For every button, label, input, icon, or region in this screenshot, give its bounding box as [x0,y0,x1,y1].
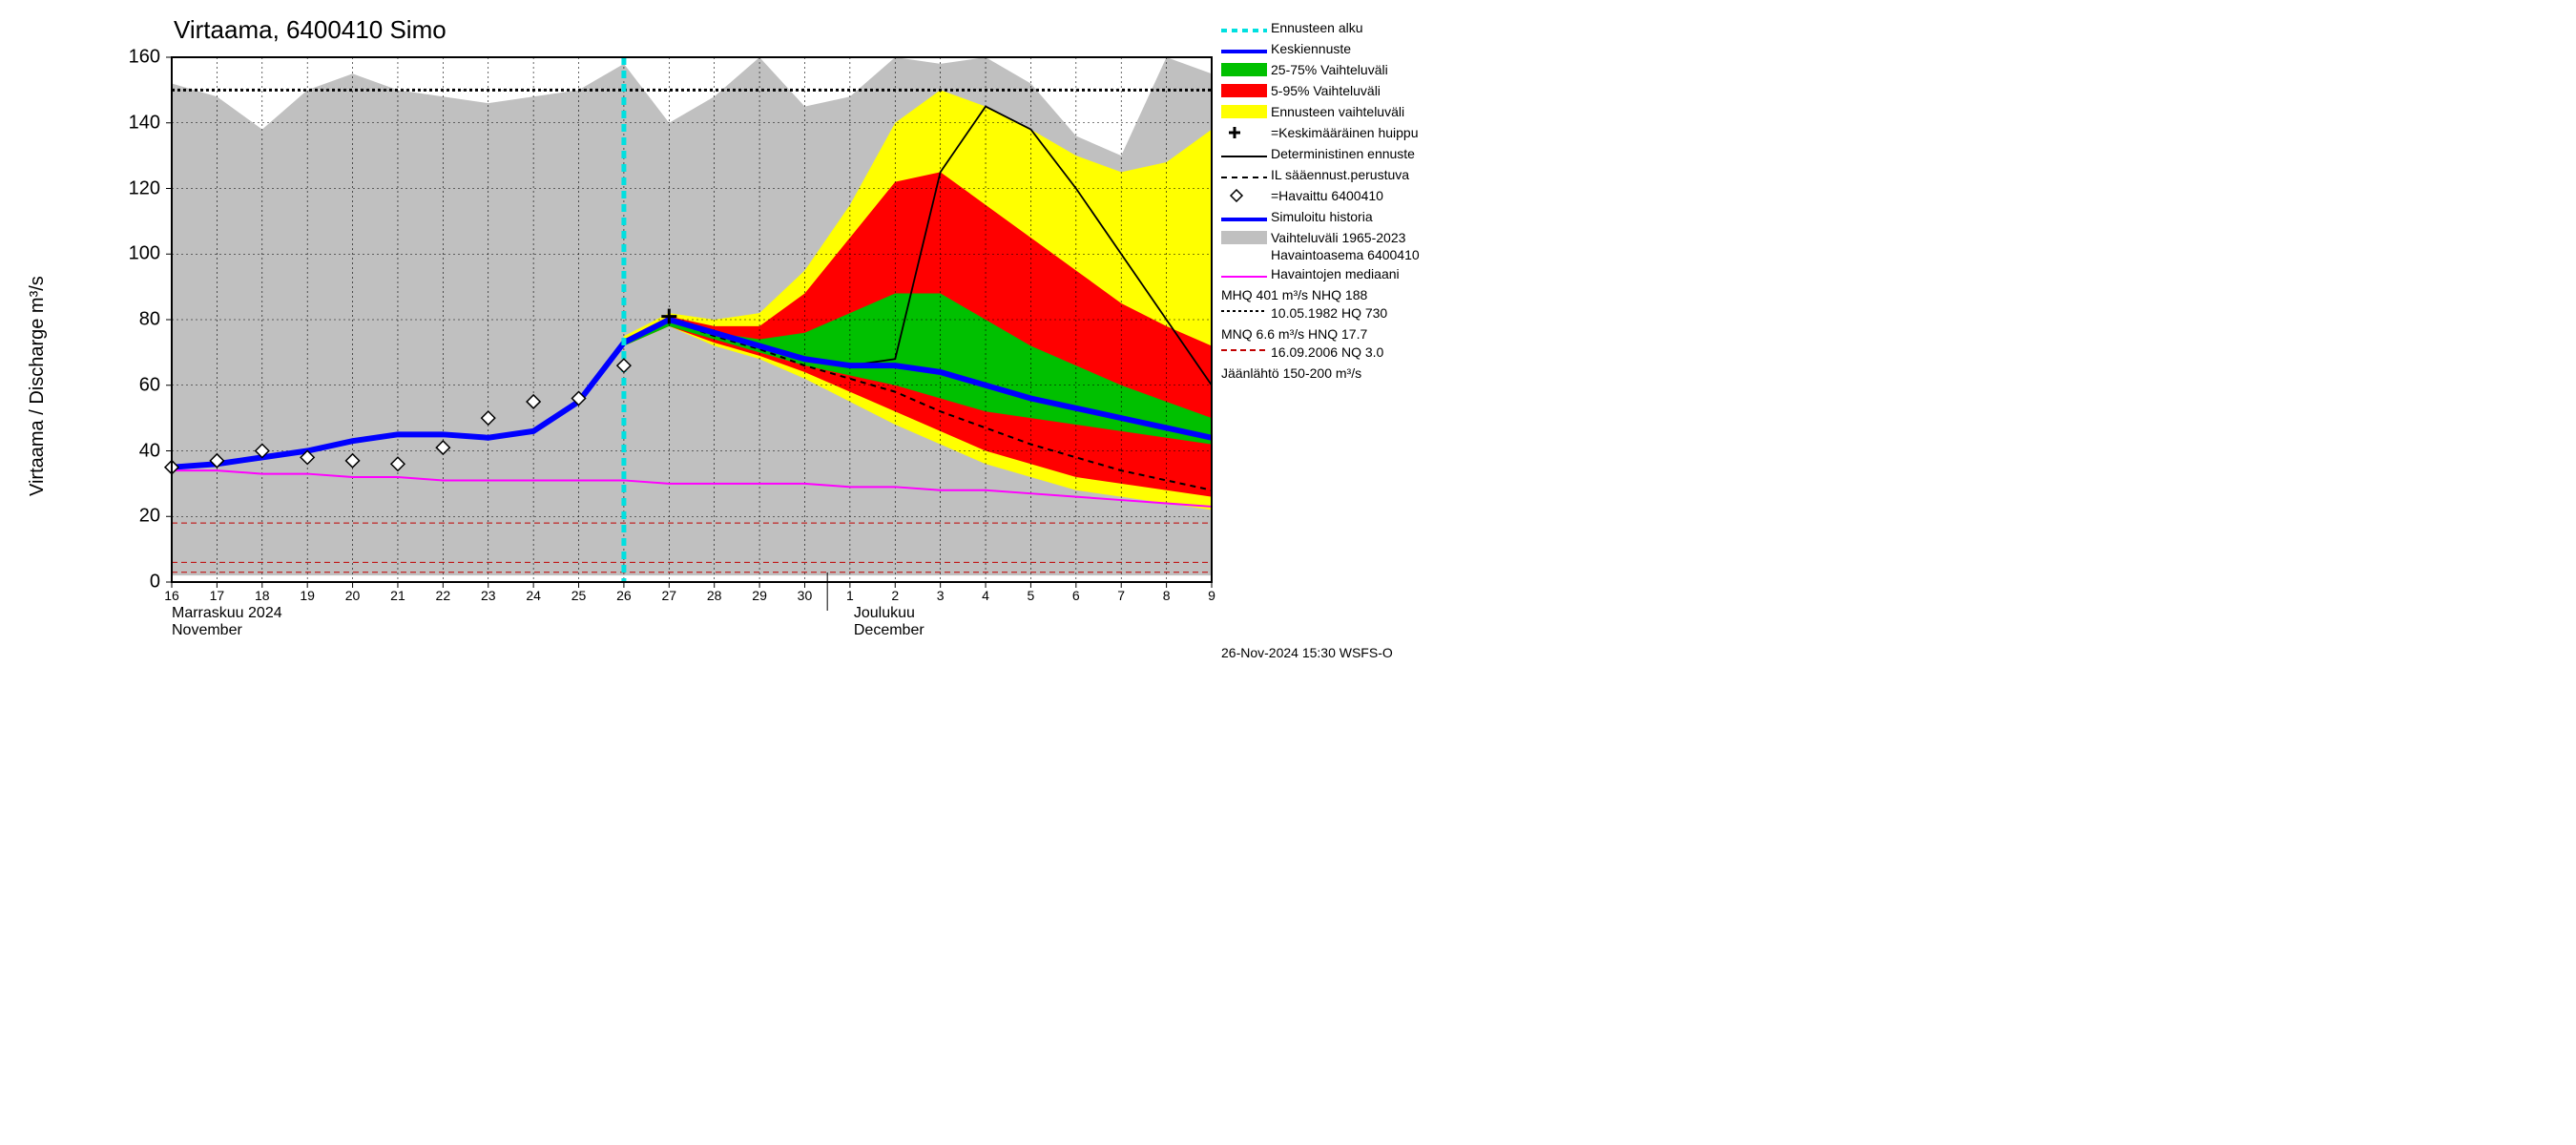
legend-swatch [1221,126,1267,139]
legend-item: =Havaittu 6400410 [1221,187,1426,206]
x-tick-label: 4 [982,588,989,603]
y-tick-label: 160 [113,47,160,69]
legend-item: IL sääennust.perustuva [1221,166,1426,185]
month-label: Marraskuu 2024 [172,605,282,622]
x-tick-label: 6 [1072,588,1080,603]
legend-swatch [1221,267,1267,281]
legend-swatch [1221,147,1267,160]
x-tick-label: 9 [1208,588,1215,603]
x-tick-label: 25 [571,588,587,603]
x-tick-label: 27 [662,588,677,603]
legend-swatch [1221,63,1267,76]
legend-label: Vaihteluväli 1965-2023 Havaintoasema 640… [1271,229,1426,263]
x-tick-label: 19 [300,588,315,603]
x-tick-label: 2 [891,588,899,603]
x-tick-label: 18 [255,588,270,603]
x-tick-label: 30 [798,588,813,603]
y-tick-label: 60 [113,374,160,396]
stat-line: MHQ 401 m³/s NHQ 188 [1221,286,1426,304]
timestamp: 26-Nov-2024 15:30 WSFS-O [1221,645,1393,660]
x-tick-label: 29 [752,588,767,603]
plot-area [0,0,1431,668]
x-tick-label: 28 [707,588,722,603]
x-tick-label: 23 [481,588,496,603]
legend-label: Keskiennuste [1271,40,1426,57]
y-tick-label: 100 [113,243,160,265]
x-tick-label: 3 [937,588,945,603]
x-tick-label: 8 [1163,588,1171,603]
legend-item: Vaihteluväli 1965-2023 Havaintoasema 640… [1221,229,1426,263]
x-tick-label: 16 [164,588,179,603]
y-tick-label: 120 [113,177,160,199]
legend: Ennusteen alku Keskiennuste 25-75% Vaihtel… [1221,19,1426,383]
legend-swatch [1221,210,1267,223]
legend-item: Keskiennuste [1221,40,1426,59]
month-label: December [854,622,924,639]
legend-stats: MHQ 401 m³/s NHQ 18810.05.1982 HQ 730MNQ… [1221,286,1426,383]
legend-label: Deterministinen ennuste [1271,145,1426,162]
y-tick-label: 140 [113,112,160,134]
x-tick-label: 24 [526,588,541,603]
legend-item: Simuloitu historia [1221,208,1426,227]
x-tick-label: 17 [210,588,225,603]
month-label: Joulukuu [854,605,915,622]
legend-label: 5-95% Vaihteluväli [1271,82,1426,99]
legend-item: Havaintojen mediaani [1221,265,1426,284]
legend-label: =Havaittu 6400410 [1271,187,1426,204]
legend-swatch [1221,189,1267,202]
x-tick-label: 5 [1028,588,1035,603]
stat-line: MNQ 6.6 m³/s HNQ 17.7 [1221,325,1426,344]
legend-item: Deterministinen ennuste [1221,145,1426,164]
chart-container: Virtaama, 6400410 Simo Virtaama / Discha… [0,0,1431,668]
stat-line: Jäänlähtö 150-200 m³/s [1221,364,1426,383]
legend-label: 25-75% Vaihteluväli [1271,61,1426,78]
legend-item: =Keskimääräinen huippu [1221,124,1426,143]
legend-swatch [1221,42,1267,55]
legend-label: Havaintojen mediaani [1271,265,1426,282]
legend-swatch [1221,21,1267,34]
x-tick-label: 20 [345,588,361,603]
month-label: November [172,622,242,639]
legend-swatch [1221,105,1267,118]
y-tick-label: 80 [113,309,160,331]
legend-item: Ennusteen alku [1221,19,1426,38]
legend-item: 25-75% Vaihteluväli [1221,61,1426,80]
x-tick-label: 1 [846,588,854,603]
legend-label: =Keskimääräinen huippu [1271,124,1426,141]
y-tick-label: 20 [113,506,160,528]
legend-swatch [1221,168,1267,181]
legend-label: Ennusteen vaihteluväli [1271,103,1426,120]
y-tick-label: 0 [113,572,160,593]
legend-item: Ennusteen vaihteluväli [1221,103,1426,122]
y-tick-label: 40 [113,440,160,462]
legend-label: Ennusteen alku [1271,19,1426,36]
legend-item: 5-95% Vaihteluväli [1221,82,1426,101]
legend-label: Simuloitu historia [1271,208,1426,225]
legend-label: IL sääennust.perustuva [1271,166,1426,183]
y-axis-label: Virtaama / Discharge m³/s [27,276,49,496]
x-tick-label: 21 [390,588,405,603]
x-tick-label: 7 [1117,588,1125,603]
chart-title: Virtaama, 6400410 Simo [174,15,447,45]
x-tick-label: 26 [616,588,632,603]
legend-swatch [1221,84,1267,97]
legend-swatch [1221,231,1267,244]
x-tick-label: 22 [436,588,451,603]
